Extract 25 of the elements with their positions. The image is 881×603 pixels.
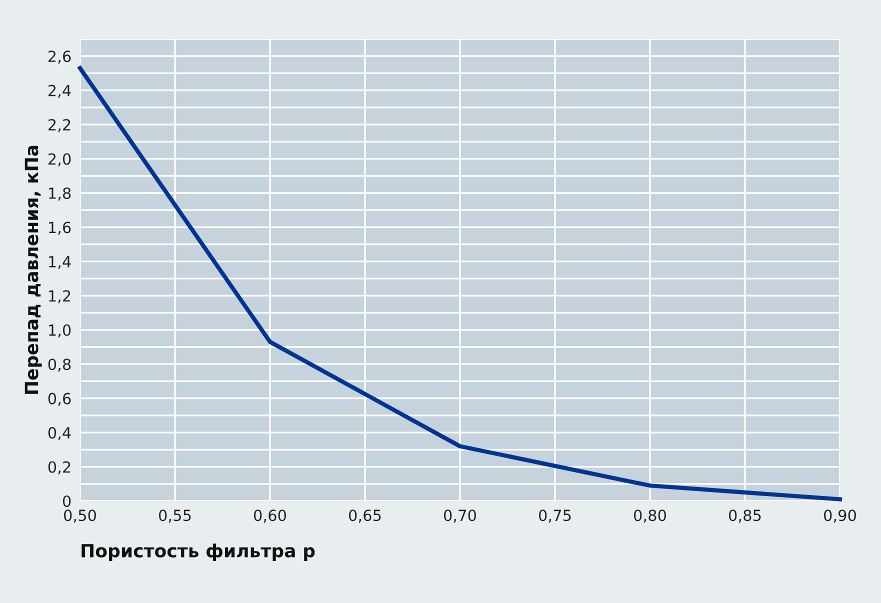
x-tick-label: 0,70 [444, 510, 476, 523]
y-tick-label: 0,6 [48, 392, 71, 406]
y-tick-label: 0,4 [48, 427, 71, 440]
y-tick-label: 1,8 [49, 187, 71, 201]
x-axis-title: Пористость фильтра p [82, 544, 315, 562]
y-tick-label: 1,2 [49, 290, 70, 304]
x-tick-label: 0,50 [64, 510, 96, 523]
x-tick-label: 0,55 [159, 510, 191, 523]
x-tick-label: 0,85 [729, 510, 761, 523]
x-tick-label: 0,90 [824, 510, 856, 523]
y-tick-label: 0,2 [48, 461, 70, 474]
x-tick-label: 0,65 [349, 510, 381, 523]
y-tick-label: 2,4 [48, 84, 71, 98]
y-axis-title: Перепад давления, кПа [24, 146, 42, 394]
y-tick-label: 2,2 [48, 119, 70, 132]
y-tick-label: 0,8 [48, 358, 71, 372]
x-tick-label: 0,80 [634, 510, 666, 523]
y-tick-label: 2,0 [48, 153, 71, 166]
y-tick-label: 1,6 [49, 222, 71, 235]
y-tick-label: 1,4 [49, 256, 71, 270]
x-tick-label: 0,75 [539, 510, 571, 523]
y-tick-label: 2,6 [48, 50, 71, 64]
x-tick-label: 0,60 [254, 510, 286, 523]
y-tick-label: 0 [62, 495, 71, 508]
y-tick-label: 1,0 [49, 324, 71, 338]
